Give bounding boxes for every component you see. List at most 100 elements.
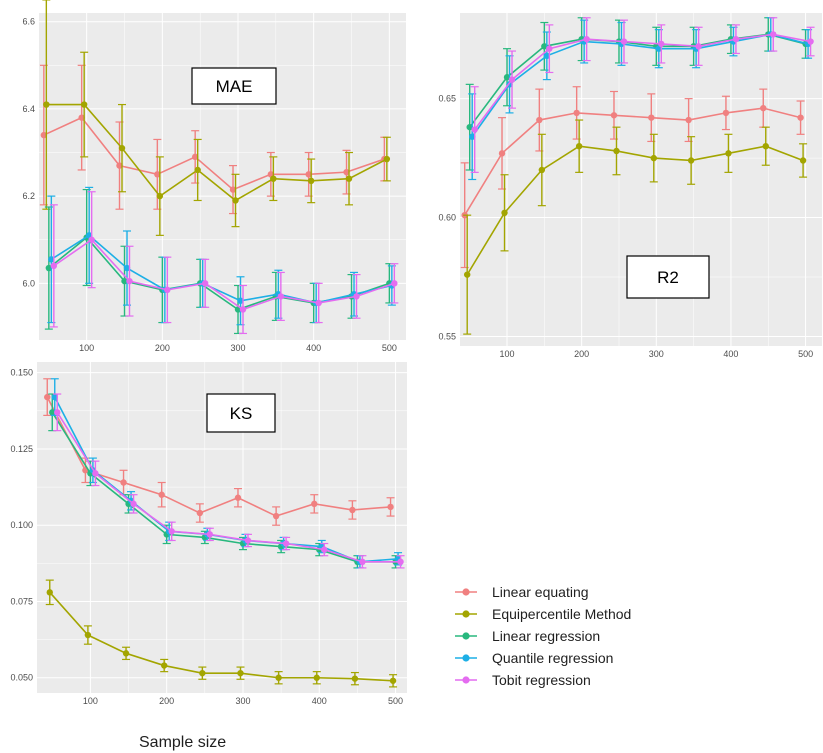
panel-title: KS [230, 404, 253, 423]
y-tick-label: 0.075 [10, 596, 33, 606]
data-point [658, 40, 665, 48]
series-line [464, 107, 801, 216]
data-point [118, 144, 126, 152]
x-tick-label: 200 [159, 696, 174, 706]
data-point [206, 531, 214, 538]
data-point [126, 277, 133, 285]
data-point [48, 256, 55, 263]
data-point [471, 126, 478, 133]
data-point [685, 116, 692, 124]
data-point [123, 264, 131, 272]
data-point [88, 236, 95, 243]
y-tick-label: 6.4 [22, 104, 35, 114]
data-point [43, 101, 50, 108]
data-point [51, 393, 58, 401]
data-point [349, 506, 356, 514]
series-equipercentile-method [42, 0, 391, 236]
series-line [56, 411, 401, 563]
series-equipercentile-method [463, 119, 808, 335]
legend-label: Linear equating [492, 584, 589, 600]
data-point [655, 45, 663, 52]
data-point [156, 192, 164, 200]
series-line [51, 411, 396, 563]
data-point [650, 154, 658, 162]
data-point [387, 503, 394, 511]
data-point [154, 171, 161, 178]
x-tick-label: 400 [306, 343, 321, 353]
data-point [191, 153, 199, 161]
data-point [50, 262, 58, 270]
x-tick-label: 200 [155, 343, 170, 353]
data-point [229, 186, 237, 193]
data-point [92, 470, 99, 477]
data-point [321, 546, 328, 553]
y-tick-label: 6.2 [22, 191, 35, 201]
series-line [466, 145, 804, 276]
x-axis-label: Sample size [139, 734, 226, 751]
data-point [194, 166, 201, 174]
y-tick-label: 0.150 [10, 368, 33, 378]
series-line [53, 238, 395, 311]
series-line [474, 33, 811, 131]
x-tick-label: 300 [649, 349, 664, 359]
y-tick-label: 0.100 [10, 520, 33, 530]
data-point [54, 409, 61, 416]
data-point [40, 131, 48, 139]
series-tobit-regression [53, 393, 405, 569]
legend-label: Equipercentile Method [492, 606, 631, 622]
legend-key-point [462, 654, 470, 662]
data-point [315, 299, 322, 307]
y-tick-label: 0.55 [438, 331, 456, 341]
data-point [232, 197, 239, 204]
data-point [353, 293, 360, 300]
panel-mae: 6.0 6.2 6.4 6.6 100 200 300 400 500 MAE [22, 0, 406, 353]
x-tick-label: 300 [235, 696, 250, 706]
data-point [307, 177, 315, 185]
data-point [160, 662, 168, 669]
legend-label: Tobit regression [492, 672, 591, 688]
data-point [272, 512, 280, 520]
series-line [471, 33, 809, 138]
series-line [50, 234, 393, 304]
series-tobit-regression [470, 17, 815, 173]
panel-title-box [626, 255, 710, 299]
data-point [122, 650, 130, 657]
data-point [351, 675, 359, 682]
data-point [762, 143, 769, 150]
data-point [732, 35, 740, 43]
data-point [199, 669, 206, 677]
data-point [359, 558, 366, 566]
panel-title-box [191, 67, 277, 105]
data-point [695, 43, 702, 50]
data-point [541, 43, 548, 50]
data-point [501, 209, 508, 216]
data-point [725, 150, 732, 157]
series-line [46, 103, 388, 202]
data-point [610, 112, 618, 119]
y-tick-label: 0.050 [10, 673, 33, 683]
legend-label: Quantile regression [492, 650, 613, 666]
data-point [760, 104, 767, 112]
data-point [130, 500, 137, 508]
y-tick-label: 6.6 [22, 17, 35, 27]
y-tick-label: 0.60 [438, 213, 456, 223]
data-point [313, 674, 320, 681]
data-point [464, 271, 471, 278]
y-tick-label: 0.125 [10, 444, 33, 454]
data-point [237, 669, 244, 677]
data-point [687, 157, 695, 164]
data-point [343, 168, 350, 176]
panel-title: MAE [216, 77, 253, 96]
series-line [46, 396, 391, 517]
legend: Linear equating Equipercentile Method Line… [455, 584, 631, 688]
data-point [84, 631, 92, 639]
data-point [78, 114, 85, 121]
x-tick-label: 200 [574, 349, 589, 359]
data-point [613, 147, 620, 155]
data-point [799, 157, 807, 164]
data-point [120, 479, 127, 486]
series-linear-equating [43, 378, 395, 526]
panel-r2: 0.55 0.60 0.65 100 200 300 400 500 R2 [438, 13, 822, 359]
data-point [305, 171, 312, 178]
